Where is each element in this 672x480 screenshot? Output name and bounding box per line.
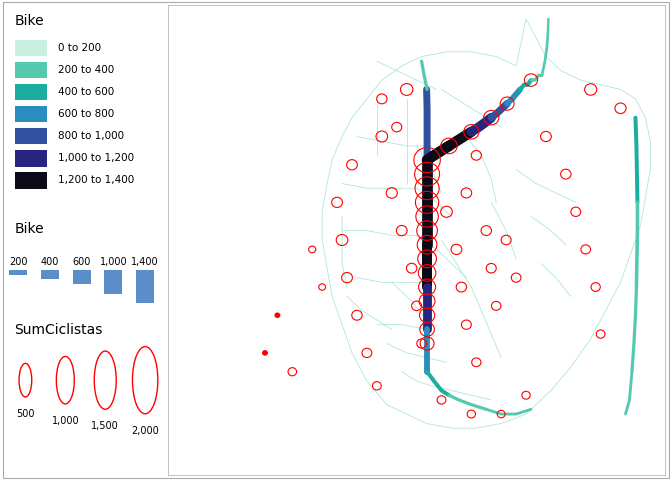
Circle shape [274, 312, 280, 318]
Text: Bike: Bike [15, 14, 44, 28]
Text: 800 to 1,000: 800 to 1,000 [58, 132, 124, 141]
Bar [104, 270, 122, 294]
Bar [15, 150, 47, 167]
Bar [73, 270, 91, 284]
Text: 600: 600 [73, 257, 91, 267]
Text: 0 to 200: 0 to 200 [58, 43, 101, 53]
Bar [15, 40, 47, 56]
Text: SumCiclistas: SumCiclistas [15, 323, 103, 336]
Text: 1,500: 1,500 [91, 421, 119, 431]
Circle shape [262, 350, 268, 356]
Text: 1,200 to 1,400: 1,200 to 1,400 [58, 176, 134, 185]
Text: 2,000: 2,000 [131, 426, 159, 436]
Text: 500: 500 [16, 409, 35, 419]
Bar [15, 106, 47, 122]
Bar [136, 270, 154, 303]
Text: 1,000: 1,000 [52, 416, 79, 426]
Text: 400 to 600: 400 to 600 [58, 87, 114, 97]
Text: 1,000 to 1,200: 1,000 to 1,200 [58, 154, 134, 163]
Bar [15, 84, 47, 100]
Text: 200: 200 [9, 257, 28, 267]
Text: Bike: Bike [15, 222, 44, 236]
Bar [15, 172, 47, 189]
Bar [15, 62, 47, 78]
Text: 1,400: 1,400 [131, 257, 159, 267]
Bar [9, 270, 27, 275]
Bar [15, 128, 47, 144]
Bar [41, 270, 59, 279]
Text: 400: 400 [41, 257, 59, 267]
Text: 600 to 800: 600 to 800 [58, 109, 114, 119]
Text: 1,000: 1,000 [99, 257, 127, 267]
Text: 200 to 400: 200 to 400 [58, 65, 114, 75]
